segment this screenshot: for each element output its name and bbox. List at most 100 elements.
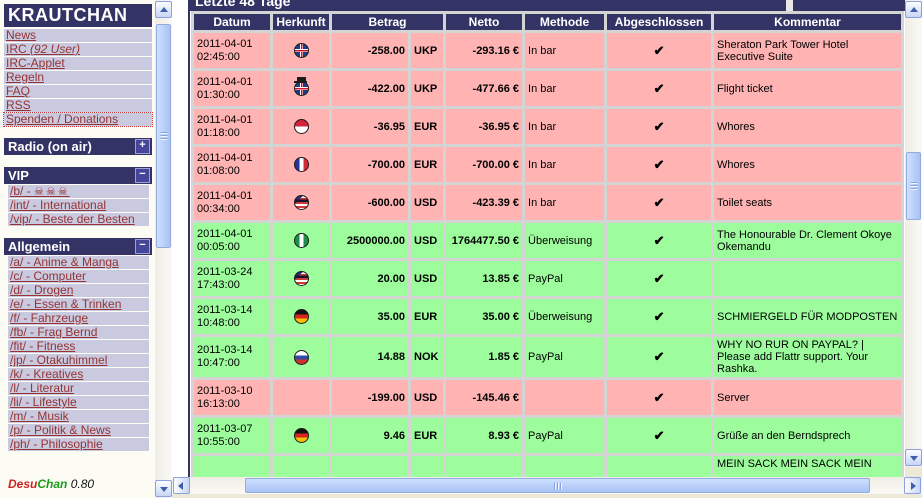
- cell-abgeschlossen: ✔: [607, 185, 712, 220]
- sidebar-nav-item[interactable]: IRC-Applet: [4, 57, 152, 70]
- sidebar-scroll-down-button[interactable]: [155, 480, 172, 497]
- nav-link[interactable]: FAQ: [6, 85, 31, 98]
- board-link[interactable]: /k/ - Kreatives: [10, 368, 84, 381]
- arrow-down-icon: [909, 456, 918, 461]
- board-link[interactable]: /int/ - International: [10, 199, 107, 212]
- sidebar-board-item[interactable]: /int/ - International: [8, 199, 149, 212]
- cell-currency: USD: [411, 185, 444, 220]
- cell-methode: In bar: [525, 109, 605, 144]
- sidebar-nav-item[interactable]: Regeln: [4, 71, 152, 84]
- countryball-icon: [293, 428, 309, 443]
- board-link[interactable]: /li/ - Lifestyle: [10, 396, 77, 409]
- cell-datum: 2011-03-14 10:48:00: [194, 299, 270, 334]
- sidebar-board-item[interactable]: /jp/ - Otakuhimmel: [8, 354, 149, 367]
- nav-link[interactable]: Regeln: [6, 71, 45, 84]
- nav-link[interactable]: IRC-Applet: [6, 57, 65, 70]
- main-scroll-up-button[interactable]: [905, 1, 922, 18]
- sidebar-board-item[interactable]: /fb/ - Frag Bernd: [8, 326, 149, 339]
- sidebar-board-item[interactable]: /vip/ - Beste der Besten: [8, 213, 149, 226]
- sidebar-scrollbar-thumb[interactable]: [156, 24, 171, 248]
- cell-herkunft: [273, 109, 329, 144]
- board-link[interactable]: /fb/ - Frag Bernd: [10, 326, 98, 339]
- sidebar-board-item[interactable]: /e/ - Essen & Trinken: [8, 298, 149, 311]
- cell-herkunft: [273, 261, 329, 296]
- nav-link[interactable]: RSS: [6, 99, 31, 112]
- section-toggle-button[interactable]: −: [135, 239, 150, 254]
- cell-abgeschlossen: ✔: [607, 299, 712, 334]
- sidebar-nav-item[interactable]: RSS: [4, 99, 152, 112]
- main-scrollbar-thumb[interactable]: [906, 152, 921, 220]
- table-row: 2011-04-01 01:08:00 -700.00 EUR -700.00 €…: [194, 147, 902, 182]
- sidebar-board-item[interactable]: /f/ - Fahrzeuge: [8, 312, 149, 325]
- main-scroll-left-button[interactable]: [173, 477, 190, 494]
- sidebar-board-item[interactable]: /ph/ - Philosophie: [8, 438, 149, 451]
- section-toggle-button[interactable]: −: [135, 168, 150, 183]
- board-link[interactable]: /p/ - Politik & News: [10, 424, 111, 437]
- sidebar-nav-item[interactable]: Spenden / Donations: [3, 112, 153, 127]
- cell-betrag: -422.00: [332, 71, 408, 106]
- cell-abgeschlossen: ✔: [607, 380, 712, 415]
- cell-netto: 8.93 €: [446, 418, 523, 453]
- sidebar-board-item[interactable]: /a/ - Anime & Manga: [8, 256, 149, 269]
- main-scroll-right-button[interactable]: [904, 477, 921, 494]
- nav-link[interactable]: Spenden / Donations: [6, 113, 119, 126]
- sidebar-board-item[interactable]: /p/ - Politik & News: [8, 424, 149, 437]
- sidebar-board-item[interactable]: /li/ - Lifestyle: [8, 396, 149, 409]
- board-link[interactable]: /a/ - Anime & Manga: [10, 256, 119, 269]
- cell-herkunft: [273, 337, 329, 377]
- board-link[interactable]: /fit/ - Fitness: [10, 340, 76, 353]
- sidebar-board-item[interactable]: /b/ - ☠☠☠: [8, 185, 149, 198]
- sidebar-board-item[interactable]: /c/ - Computer: [8, 270, 149, 283]
- board-link[interactable]: /b/ - ☠☠☠: [10, 185, 70, 198]
- board-link[interactable]: /l/ - Literatur: [10, 382, 75, 395]
- cell-netto: -293.16 €: [446, 33, 523, 68]
- sidebar-scrollbar[interactable]: [155, 0, 172, 498]
- cell-abgeschlossen: ✔: [607, 147, 712, 182]
- board-link[interactable]: /jp/ - Otakuhimmel: [10, 354, 108, 367]
- cell-currency: EUR: [411, 418, 444, 453]
- column-header: Datum: [194, 14, 270, 30]
- thumb-grip-icon: [160, 132, 167, 140]
- cell-kommentar: Grüße an den Berndsprech: [714, 418, 902, 453]
- sidebar-nav-item[interactable]: IRC (92 User): [4, 43, 152, 56]
- sidebar-nav-item[interactable]: FAQ: [4, 85, 152, 98]
- cell-methode: Überweisung: [525, 223, 605, 258]
- sidebar-board-item[interactable]: /fit/ - Fitness: [8, 340, 149, 353]
- cell-methode: In bar: [525, 147, 605, 182]
- sidebar-board-item[interactable]: /d/ - Drogen: [8, 284, 149, 297]
- nav-link[interactable]: News: [6, 29, 37, 42]
- sidebar-nav-item[interactable]: News: [4, 29, 152, 42]
- table-row: MEIN SACK MEIN SACK MEIN: [194, 456, 902, 477]
- sidebar-board-item[interactable]: /l/ - Literatur: [8, 382, 149, 395]
- sidebar-scroll-up-button[interactable]: [155, 1, 172, 18]
- column-header: Herkunft: [273, 14, 329, 30]
- sidebar-board-item[interactable]: /m/ - Musik: [8, 410, 149, 423]
- cell-abgeschlossen: ✔: [607, 337, 712, 377]
- nav-link[interactable]: IRC (92 User): [6, 43, 81, 56]
- main-scroll-down-button[interactable]: [905, 449, 922, 466]
- checkmark-icon: ✔: [653, 349, 665, 364]
- board-link[interactable]: /c/ - Computer: [10, 270, 87, 283]
- countryball-icon: [293, 43, 309, 58]
- countryball-icon: [294, 458, 309, 473]
- board-link[interactable]: /vip/ - Beste der Besten: [10, 213, 135, 226]
- cell-abgeschlossen: ✔: [607, 71, 712, 106]
- section-toggle-button[interactable]: +: [135, 139, 150, 154]
- board-link[interactable]: /d/ - Drogen: [10, 284, 74, 297]
- board-link[interactable]: /f/ - Fahrzeuge: [10, 312, 89, 325]
- main-horizontal-thumb[interactable]: [245, 478, 870, 493]
- cell-datum: 2011-04-01 01:30:00: [194, 71, 270, 106]
- main-scrollbar-vertical[interactable]: [905, 0, 922, 467]
- donations-table: Datum Herkunft Betrag Netto Methode Abge…: [191, 11, 905, 477]
- site-title: KRAUTCHAN: [4, 4, 152, 27]
- board-link[interactable]: /m/ - Musik: [10, 410, 69, 423]
- board-link[interactable]: /e/ - Essen & Trinken: [10, 298, 122, 311]
- cell-netto: -477.66 €: [446, 71, 523, 106]
- board-link[interactable]: /ph/ - Philosophie: [10, 438, 103, 451]
- countryball-icon: [293, 309, 309, 324]
- main-scrollbar-horizontal[interactable]: [172, 477, 922, 494]
- checkmark-icon: ✔: [653, 118, 665, 134]
- arrow-down-icon: [159, 487, 168, 492]
- sidebar-board-item[interactable]: /k/ - Kreatives: [8, 368, 149, 381]
- checkmark-icon: ✔: [653, 42, 665, 58]
